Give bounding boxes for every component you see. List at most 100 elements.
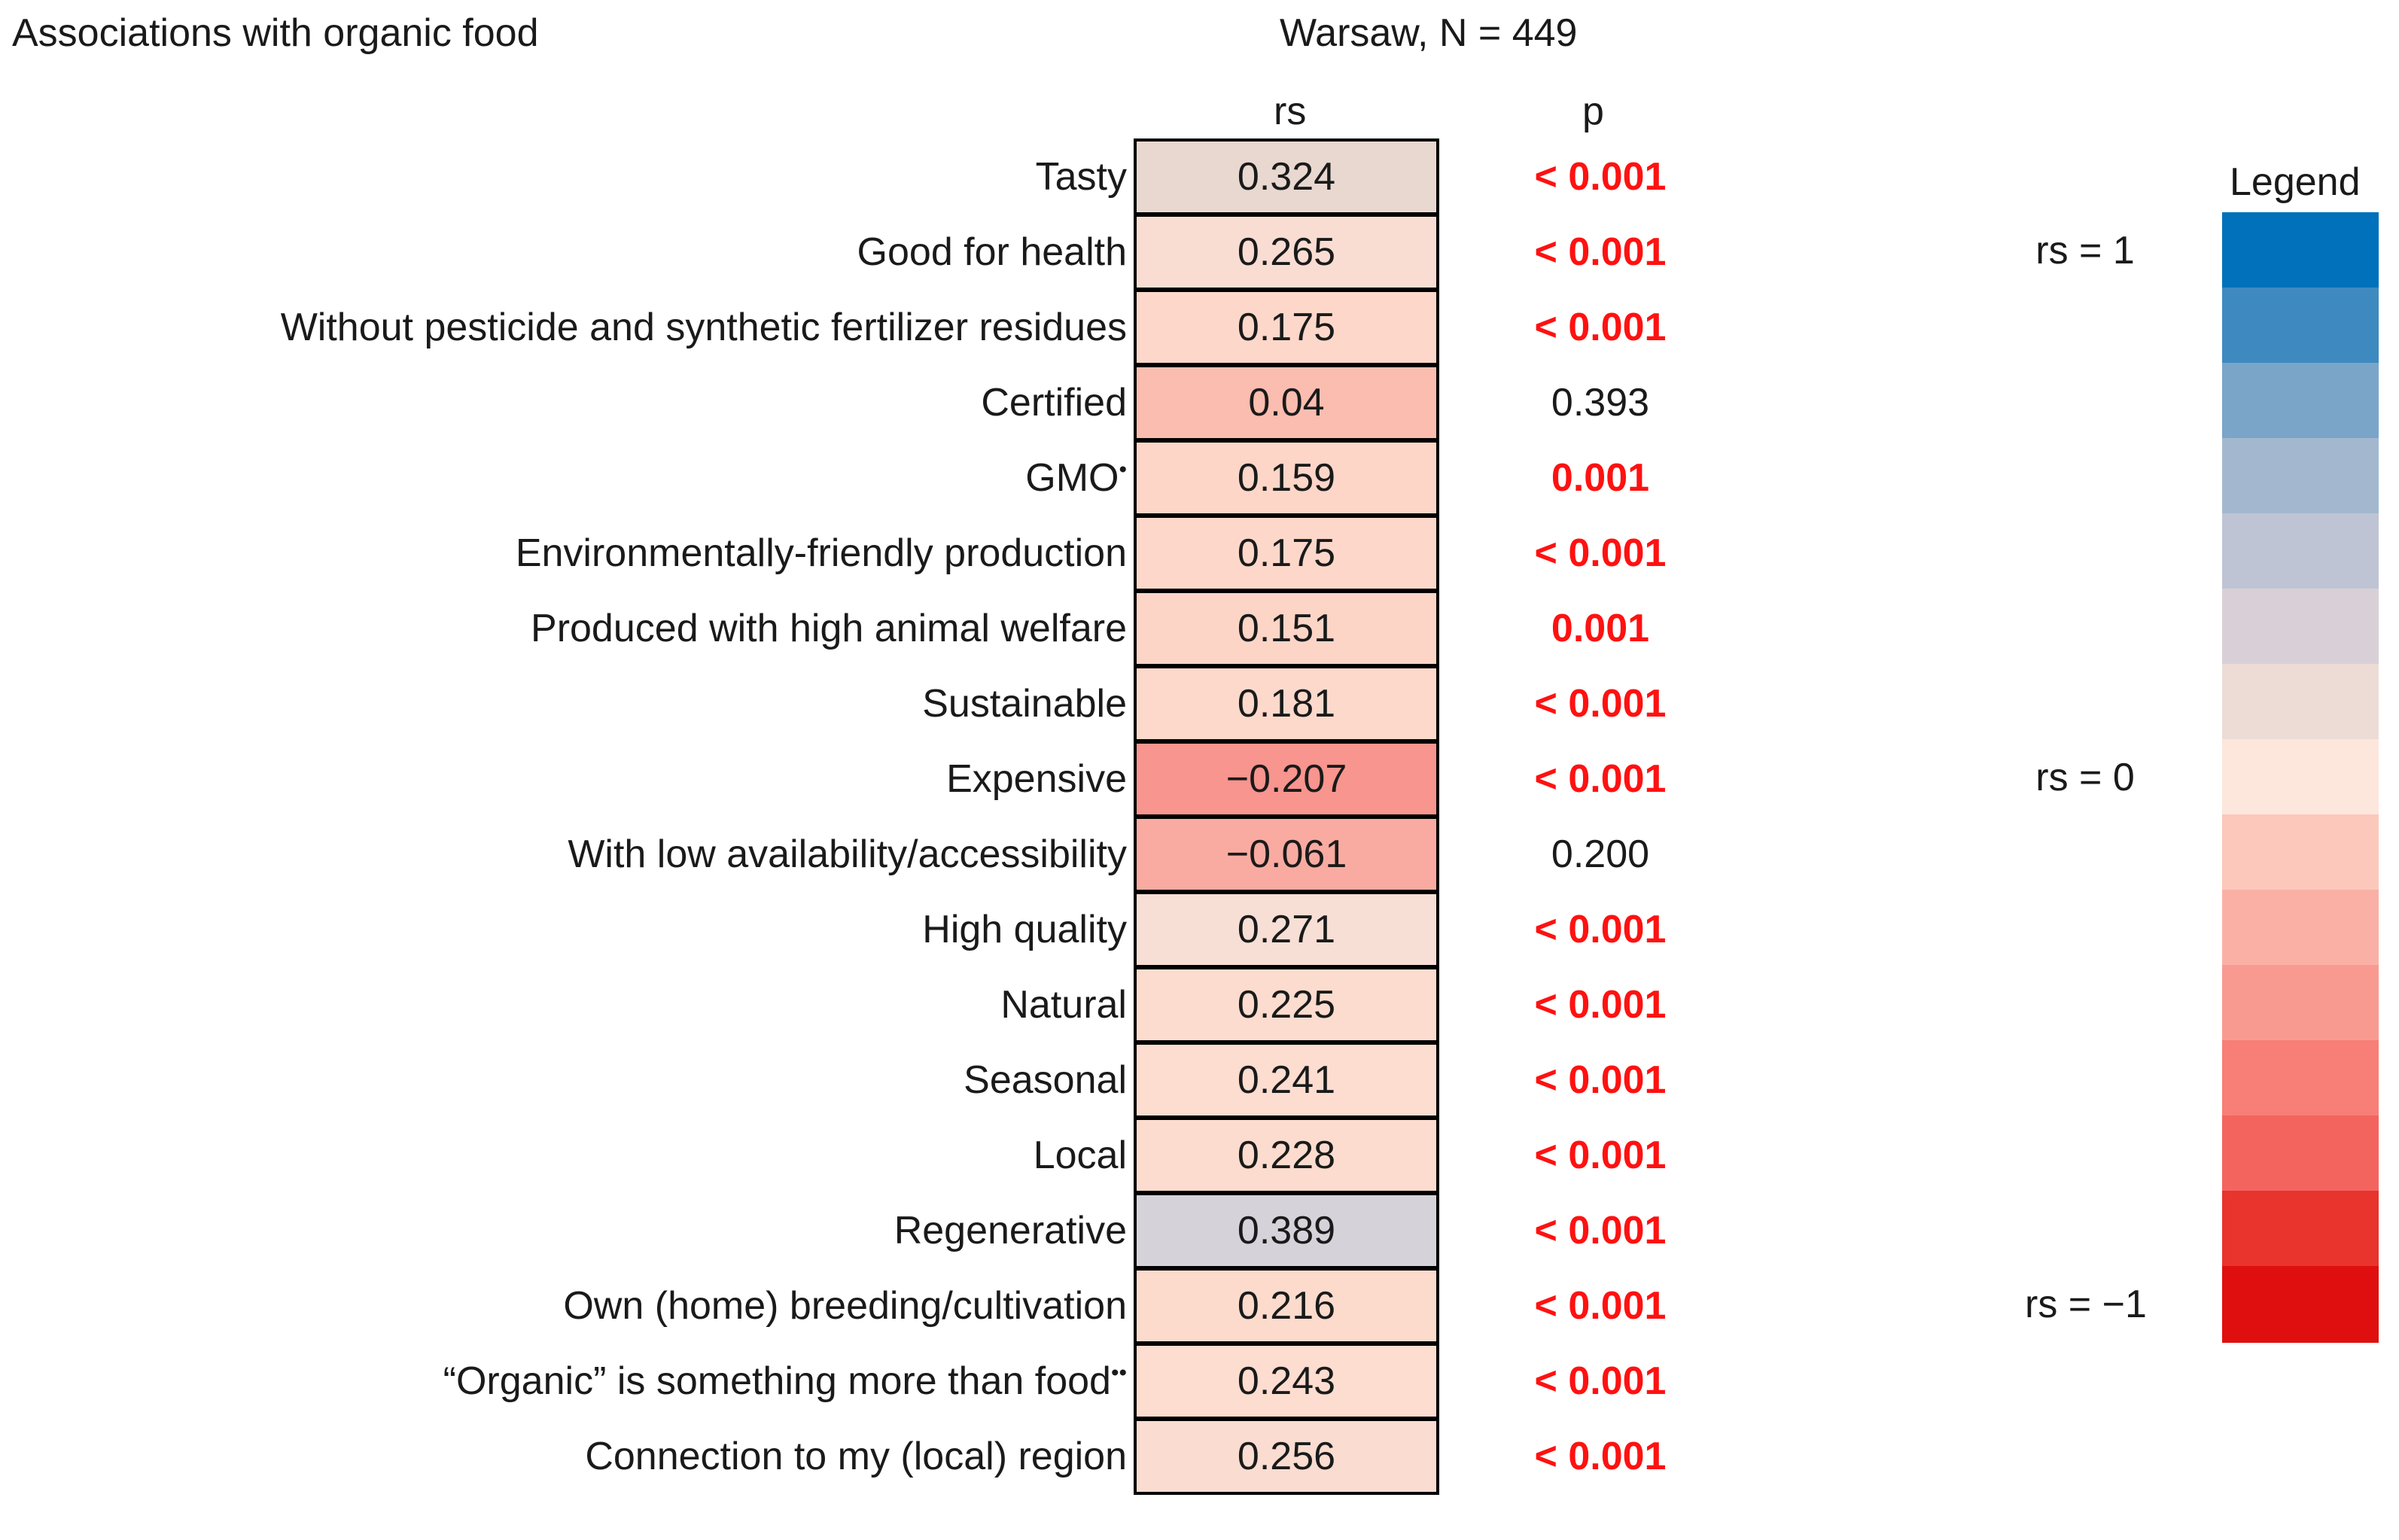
legend-swatch xyxy=(2222,890,2379,966)
rs-value: −0.061 xyxy=(1225,832,1347,876)
rs-value: 0.265 xyxy=(1237,230,1336,274)
legend-swatch xyxy=(2222,1266,2379,1343)
column-header-p: p xyxy=(1582,90,1604,133)
row-label: Connection to my (local) region xyxy=(585,1418,1127,1495)
row-label: With low availability/accessibility xyxy=(568,816,1127,893)
legend-label: rs = 1 xyxy=(2035,229,2135,272)
p-value: < 0.001 xyxy=(1534,531,1667,575)
column-header-rs: rs xyxy=(1274,90,1307,133)
legend-swatch xyxy=(2222,513,2379,590)
legend-label: rs = 0 xyxy=(2035,756,2135,799)
row-label-text: GMO xyxy=(1025,456,1119,500)
row-label-text: Local xyxy=(1033,1134,1127,1177)
legend-swatch xyxy=(2222,1040,2379,1117)
rs-value: 0.228 xyxy=(1237,1134,1336,1177)
heatmap-cell xyxy=(1134,138,1439,215)
legend-label: rs = −1 xyxy=(2025,1283,2147,1326)
p-value: < 0.001 xyxy=(1534,1284,1667,1328)
row-label: Without pesticide and synthetic fertiliz… xyxy=(281,289,1127,366)
chart-subtitle: Warsaw, N = 449 xyxy=(1280,11,1578,55)
p-value: < 0.001 xyxy=(1534,1359,1667,1403)
legend-swatch xyxy=(2222,1191,2379,1268)
legend-swatch xyxy=(2222,814,2379,891)
row-label: Regenerative xyxy=(894,1192,1127,1269)
rs-value: 0.256 xyxy=(1237,1435,1336,1478)
p-value: < 0.001 xyxy=(1534,155,1667,199)
legend-swatch xyxy=(2222,288,2379,364)
heatmap-cell xyxy=(1134,590,1439,667)
legend-swatch xyxy=(2222,1115,2379,1192)
row-label-text: Seasonal xyxy=(964,1058,1127,1102)
p-value: < 0.001 xyxy=(1534,1134,1667,1177)
p-value: < 0.001 xyxy=(1534,1209,1667,1252)
heatmap-cell xyxy=(1134,816,1439,893)
heatmap-cell xyxy=(1134,1418,1439,1495)
rs-value: 0.389 xyxy=(1237,1209,1336,1252)
row-label-text: Own (home) breeding/cultivation xyxy=(563,1284,1127,1328)
legend-swatch xyxy=(2222,438,2379,515)
row-label-text: Expensive xyxy=(946,757,1127,801)
row-label: GMO• xyxy=(1025,440,1127,516)
footnote-mark: • xyxy=(1119,457,1127,482)
p-value: < 0.001 xyxy=(1534,983,1667,1027)
row-label-text: Certified xyxy=(981,381,1127,425)
heatmap-cell xyxy=(1134,1268,1439,1344)
rs-value: 0.243 xyxy=(1237,1359,1336,1403)
rs-value: 0.324 xyxy=(1237,155,1336,199)
p-value: < 0.001 xyxy=(1534,306,1667,349)
rs-value: 0.271 xyxy=(1237,908,1336,951)
row-label-text: Produced with high animal welfare xyxy=(531,607,1127,650)
row-label: Produced with high animal welfare xyxy=(531,590,1127,667)
row-label: Local xyxy=(1034,1117,1127,1194)
legend-swatch xyxy=(2222,589,2379,665)
row-label-text: Environmentally-friendly production xyxy=(515,531,1127,575)
p-value: < 0.001 xyxy=(1534,682,1667,726)
rs-value: 0.159 xyxy=(1237,456,1336,500)
rs-value: 0.225 xyxy=(1237,983,1336,1027)
row-label-text: Without pesticide and synthetic fertiliz… xyxy=(280,306,1127,349)
row-label: Tasty xyxy=(1036,138,1127,215)
row-label-text: Sustainable xyxy=(922,682,1127,726)
rs-value: 0.241 xyxy=(1237,1058,1336,1102)
legend-swatch xyxy=(2222,664,2379,741)
row-label-text: High quality xyxy=(922,908,1127,951)
legend-swatch xyxy=(2222,212,2379,289)
row-label: Seasonal xyxy=(964,1042,1127,1118)
row-label: Natural xyxy=(1000,966,1127,1043)
p-value: < 0.001 xyxy=(1534,230,1667,274)
rs-value: −0.207 xyxy=(1225,757,1347,801)
footnote-mark: •• xyxy=(1110,1360,1127,1386)
rs-value: 0.181 xyxy=(1237,682,1336,726)
p-value: < 0.001 xyxy=(1534,1058,1667,1102)
legend-title: Legend xyxy=(2230,160,2361,204)
rs-value: 0.175 xyxy=(1237,306,1336,349)
legend-swatch xyxy=(2222,739,2379,816)
row-label: Good for health xyxy=(857,214,1127,291)
rs-value: 0.175 xyxy=(1237,531,1336,575)
chart-title: Associations with organic food xyxy=(12,11,539,55)
row-label: Certified xyxy=(981,364,1127,441)
rs-value: 0.04 xyxy=(1248,381,1325,425)
p-value: < 0.001 xyxy=(1534,757,1667,801)
row-label: High quality xyxy=(922,891,1127,968)
p-value: < 0.001 xyxy=(1534,908,1667,951)
row-label-text: Connection to my (local) region xyxy=(585,1435,1127,1478)
p-value: 0.393 xyxy=(1551,381,1650,425)
rs-value: 0.151 xyxy=(1237,607,1336,650)
row-label-text: Natural xyxy=(1000,983,1127,1027)
row-label-text: Good for health xyxy=(857,230,1127,274)
row-label-text: “Organic” is something more than food xyxy=(443,1359,1111,1403)
row-label: Environmentally-friendly production xyxy=(516,515,1127,592)
row-label: Sustainable xyxy=(922,665,1127,742)
row-label-text: Regenerative xyxy=(894,1209,1127,1252)
legend-swatch xyxy=(2222,363,2379,440)
row-label: Expensive xyxy=(946,741,1127,817)
row-label-text: Tasty xyxy=(1035,155,1127,199)
rs-value: 0.216 xyxy=(1237,1284,1336,1328)
heatmap-cell xyxy=(1134,515,1439,592)
row-label: Own (home) breeding/cultivation xyxy=(563,1268,1127,1344)
p-value: 0.001 xyxy=(1551,607,1650,650)
p-value: 0.001 xyxy=(1551,456,1650,500)
row-label: “Organic” is something more than food•• xyxy=(443,1343,1127,1420)
heatmap-cell xyxy=(1134,1192,1439,1269)
